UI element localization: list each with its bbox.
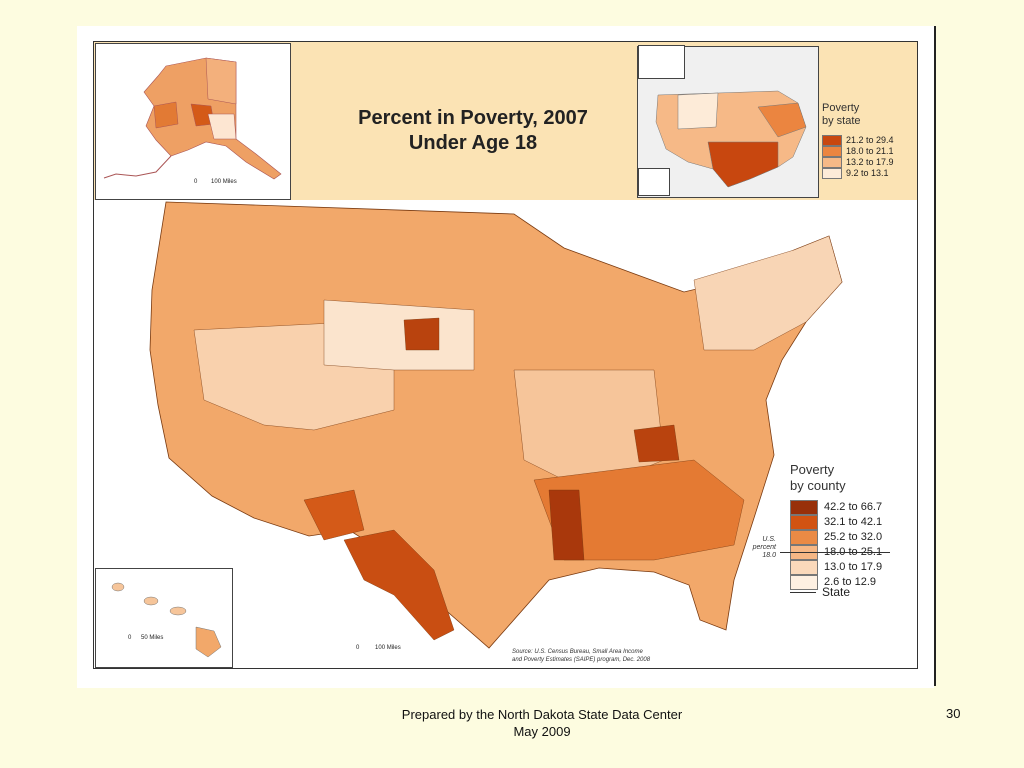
state-legend-row: 18.0 to 21.1 xyxy=(822,145,894,157)
state-legend-row: 21.2 to 29.4 xyxy=(822,134,894,146)
footer-line1: Prepared by the North Dakota State Data … xyxy=(401,707,683,722)
page-number: 30 xyxy=(946,706,961,721)
poverty-map: 0 100 Miles Percent in Poverty, 2007 Und… xyxy=(93,41,918,669)
county-legend-label: 25.2 to 32.0 xyxy=(824,531,883,543)
state-line-sample xyxy=(790,592,816,593)
county-legend-title: Poverty by county xyxy=(790,462,846,494)
county-legend-swatch xyxy=(790,559,818,575)
state-legend-label: 13.2 to 17.9 xyxy=(846,157,894,167)
conus-scale-label: 100 Miles xyxy=(375,645,401,651)
map-title-line2: Under Age 18 xyxy=(408,132,538,154)
us-percent-label-line1: U.S. xyxy=(762,536,776,543)
state-line-label: State xyxy=(822,585,851,599)
state-inset-hawaii-thumb xyxy=(638,168,670,196)
state-inset-alaska-thumb xyxy=(638,45,685,79)
hawaii-map xyxy=(111,582,222,658)
footer-line2: May 2009 xyxy=(513,724,571,739)
hawaii-scale-label: 50 Miles xyxy=(141,635,164,641)
alaska-scale-label: 100 Miles xyxy=(211,179,237,185)
source-line2: and Poverty Estimates (SAIPE) program, D… xyxy=(512,657,651,663)
map-title-line1: Percent in Poverty, 2007 xyxy=(358,107,588,129)
county-legend-swatch xyxy=(790,514,818,530)
county-legend-title-line2: by county xyxy=(790,478,846,493)
alaska-scale-zero: 0 xyxy=(194,179,198,185)
county-legend-row: 32.1 to 42.1 xyxy=(790,514,883,530)
alaska-map xyxy=(103,57,282,180)
county-legend-label: 42.2 to 66.7 xyxy=(824,501,883,513)
state-legend-row: 13.2 to 17.9 xyxy=(822,156,894,168)
vertical-rule xyxy=(934,26,936,686)
source-line1: Source: U.S. Census Bureau, Small Area I… xyxy=(512,649,643,655)
state-legend-swatch xyxy=(822,145,842,157)
us-percent-value: 18.0 xyxy=(762,552,776,559)
us-percent-label-line2: percent xyxy=(752,544,776,551)
footer-credit: Prepared by the North Dakota State Data … xyxy=(340,706,744,740)
county-legend-swatch xyxy=(790,574,818,590)
conus-county-map xyxy=(149,201,843,649)
state-legend-swatch xyxy=(822,134,842,146)
state-legend-title-line2: by state xyxy=(822,115,861,127)
state-legend-swatch xyxy=(822,167,842,179)
county-legend-label: 2.6 to 12.9 xyxy=(824,576,876,588)
state-legend-label: 9.2 to 13.1 xyxy=(846,168,889,178)
state-legend-label: 21.2 to 29.4 xyxy=(846,135,894,145)
state-legend-title: Poverty by state xyxy=(822,102,861,128)
county-legend-swatch xyxy=(790,499,818,515)
us-percent-label: U.S. percent 18.0 xyxy=(746,536,776,560)
alaska-scale-bar: 0 100 Miles xyxy=(194,179,237,185)
conus-scale-zero: 0 xyxy=(356,645,360,651)
state-overview-map xyxy=(655,90,807,188)
state-legend-swatch xyxy=(822,156,842,168)
county-legend-label: 32.1 to 42.1 xyxy=(824,516,883,528)
alaska-inset: 0 100 Miles xyxy=(95,43,291,200)
county-legend-title-line1: Poverty xyxy=(790,462,835,477)
county-legend-label: 13.0 to 17.9 xyxy=(824,561,883,573)
state-legend-row: 9.2 to 13.1 xyxy=(822,167,889,179)
county-legend-row: 2.6 to 12.9 xyxy=(790,574,876,590)
hawaii-scale-zero: 0 xyxy=(128,635,132,641)
conus-scale-bar: 0 100 Miles xyxy=(356,645,401,651)
us-percent-line xyxy=(780,552,890,553)
map-title: Percent in Poverty, 2007 Under Age 18 xyxy=(338,106,608,156)
county-legend-row: 42.2 to 66.7 xyxy=(790,499,883,515)
county-legend-swatch xyxy=(790,529,818,545)
state-legend-label: 18.0 to 21.1 xyxy=(846,146,894,156)
map-source: Source: U.S. Census Bureau, Small Area I… xyxy=(512,648,672,664)
hawaii-inset: 0 50 Miles xyxy=(95,568,233,668)
county-legend-row: 25.2 to 32.0 xyxy=(790,529,883,545)
county-legend-row: 13.0 to 17.9 xyxy=(790,559,883,575)
state-legend-title-line1: Poverty xyxy=(822,102,860,114)
hawaii-scale-bar: 0 50 Miles xyxy=(128,635,163,641)
